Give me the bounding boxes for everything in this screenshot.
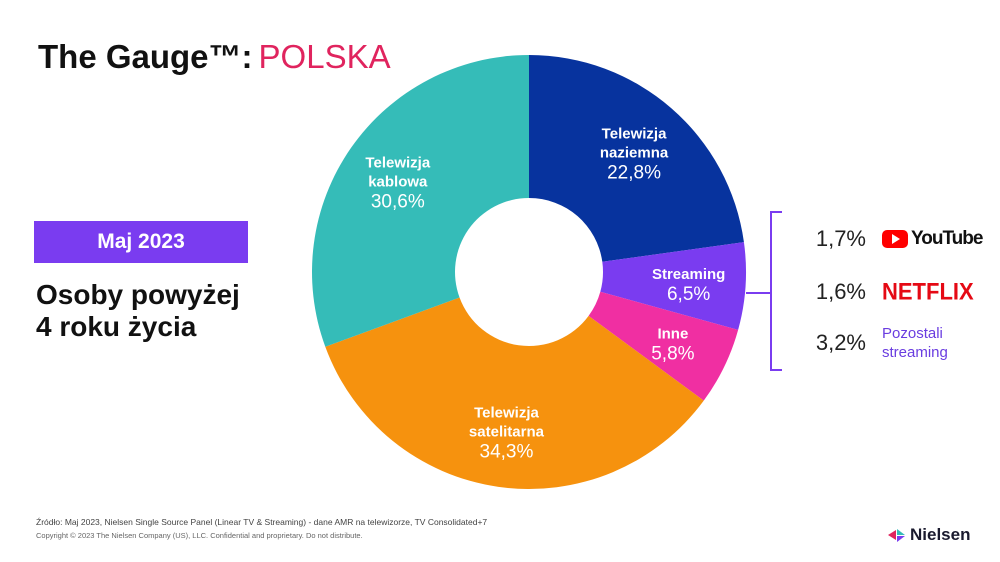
slice-label-telewizja-naziemna: naziemna [600, 144, 669, 161]
other-streaming-label: Pozostali streaming [882, 324, 972, 362]
slice-label-telewizja-satelitarna: Telewizja [474, 404, 539, 421]
slice-inne [588, 291, 739, 401]
slice-label-telewizja-satelitarna: satelitarna [469, 423, 545, 440]
other-streaming-line-1: Pozostali [882, 325, 943, 342]
nielsen-mark-icon [888, 529, 905, 542]
other-streaming-row: 3,2% Pozostali streaming [800, 324, 972, 362]
page-title: The Gauge™: POLSKA [38, 38, 391, 76]
netflix-logo: NETFLIX [882, 277, 974, 306]
slice-telewizja-kablowa [311, 55, 529, 347]
slice-value-telewizja-naziemna: 22,8% [607, 162, 661, 183]
youtube-logo: YouTube [882, 228, 983, 250]
audience-line-2: 4 roku życia [36, 311, 197, 342]
youtube-wordmark: YouTube [911, 228, 983, 249]
youtube-play-icon [882, 230, 908, 248]
title-main: The Gauge™: [38, 38, 253, 75]
slice-telewizja-naziemna [529, 55, 744, 262]
youtube-row: 1,7% YouTube [800, 226, 984, 252]
other-streaming-line-2: streaming [882, 344, 948, 361]
slice-value-telewizja-kablowa: 30,6% [371, 191, 425, 212]
slice-label-inne: Inne [657, 325, 688, 342]
nielsen-wordmark: Nielsen [910, 525, 971, 544]
slice-label-streaming: Streaming [652, 266, 725, 283]
youtube-share: 1,7% [815, 226, 866, 251]
slice-value-inne: 5,8% [651, 343, 694, 364]
streaming-bracket [770, 211, 782, 371]
netflix-share: 1,6% [815, 279, 866, 304]
slice-value-telewizja-satelitarna: 34,3% [480, 441, 534, 462]
audience-label: Osoby powyżej 4 roku życia [36, 279, 296, 343]
slice-label-telewizja-kablowa: Telewizja [365, 154, 430, 171]
streaming-bracket-connector [746, 292, 770, 294]
slice-label-telewizja-kablowa: kablowa [368, 173, 428, 190]
other-streaming-share: 3,2% [815, 330, 866, 355]
audience-line-1: Osoby powyżej [36, 279, 240, 310]
period-badge: Maj 2023 [34, 221, 248, 263]
footer-source: Źródło: Maj 2023, Nielsen Single Source … [36, 517, 488, 527]
footer-copyright: Copyright © 2023 The Nielsen Company (US… [36, 531, 363, 540]
slice-telewizja-satelitarna [325, 297, 704, 490]
netflix-row: 1,6% NETFLIX [800, 277, 974, 306]
slice-label-telewizja-naziemna: Telewizja [602, 125, 667, 142]
slice-value-streaming: 6,5% [667, 284, 710, 305]
slice-streaming [600, 242, 747, 330]
title-country: POLSKA [258, 38, 391, 75]
nielsen-logo: Nielsen [888, 525, 970, 545]
